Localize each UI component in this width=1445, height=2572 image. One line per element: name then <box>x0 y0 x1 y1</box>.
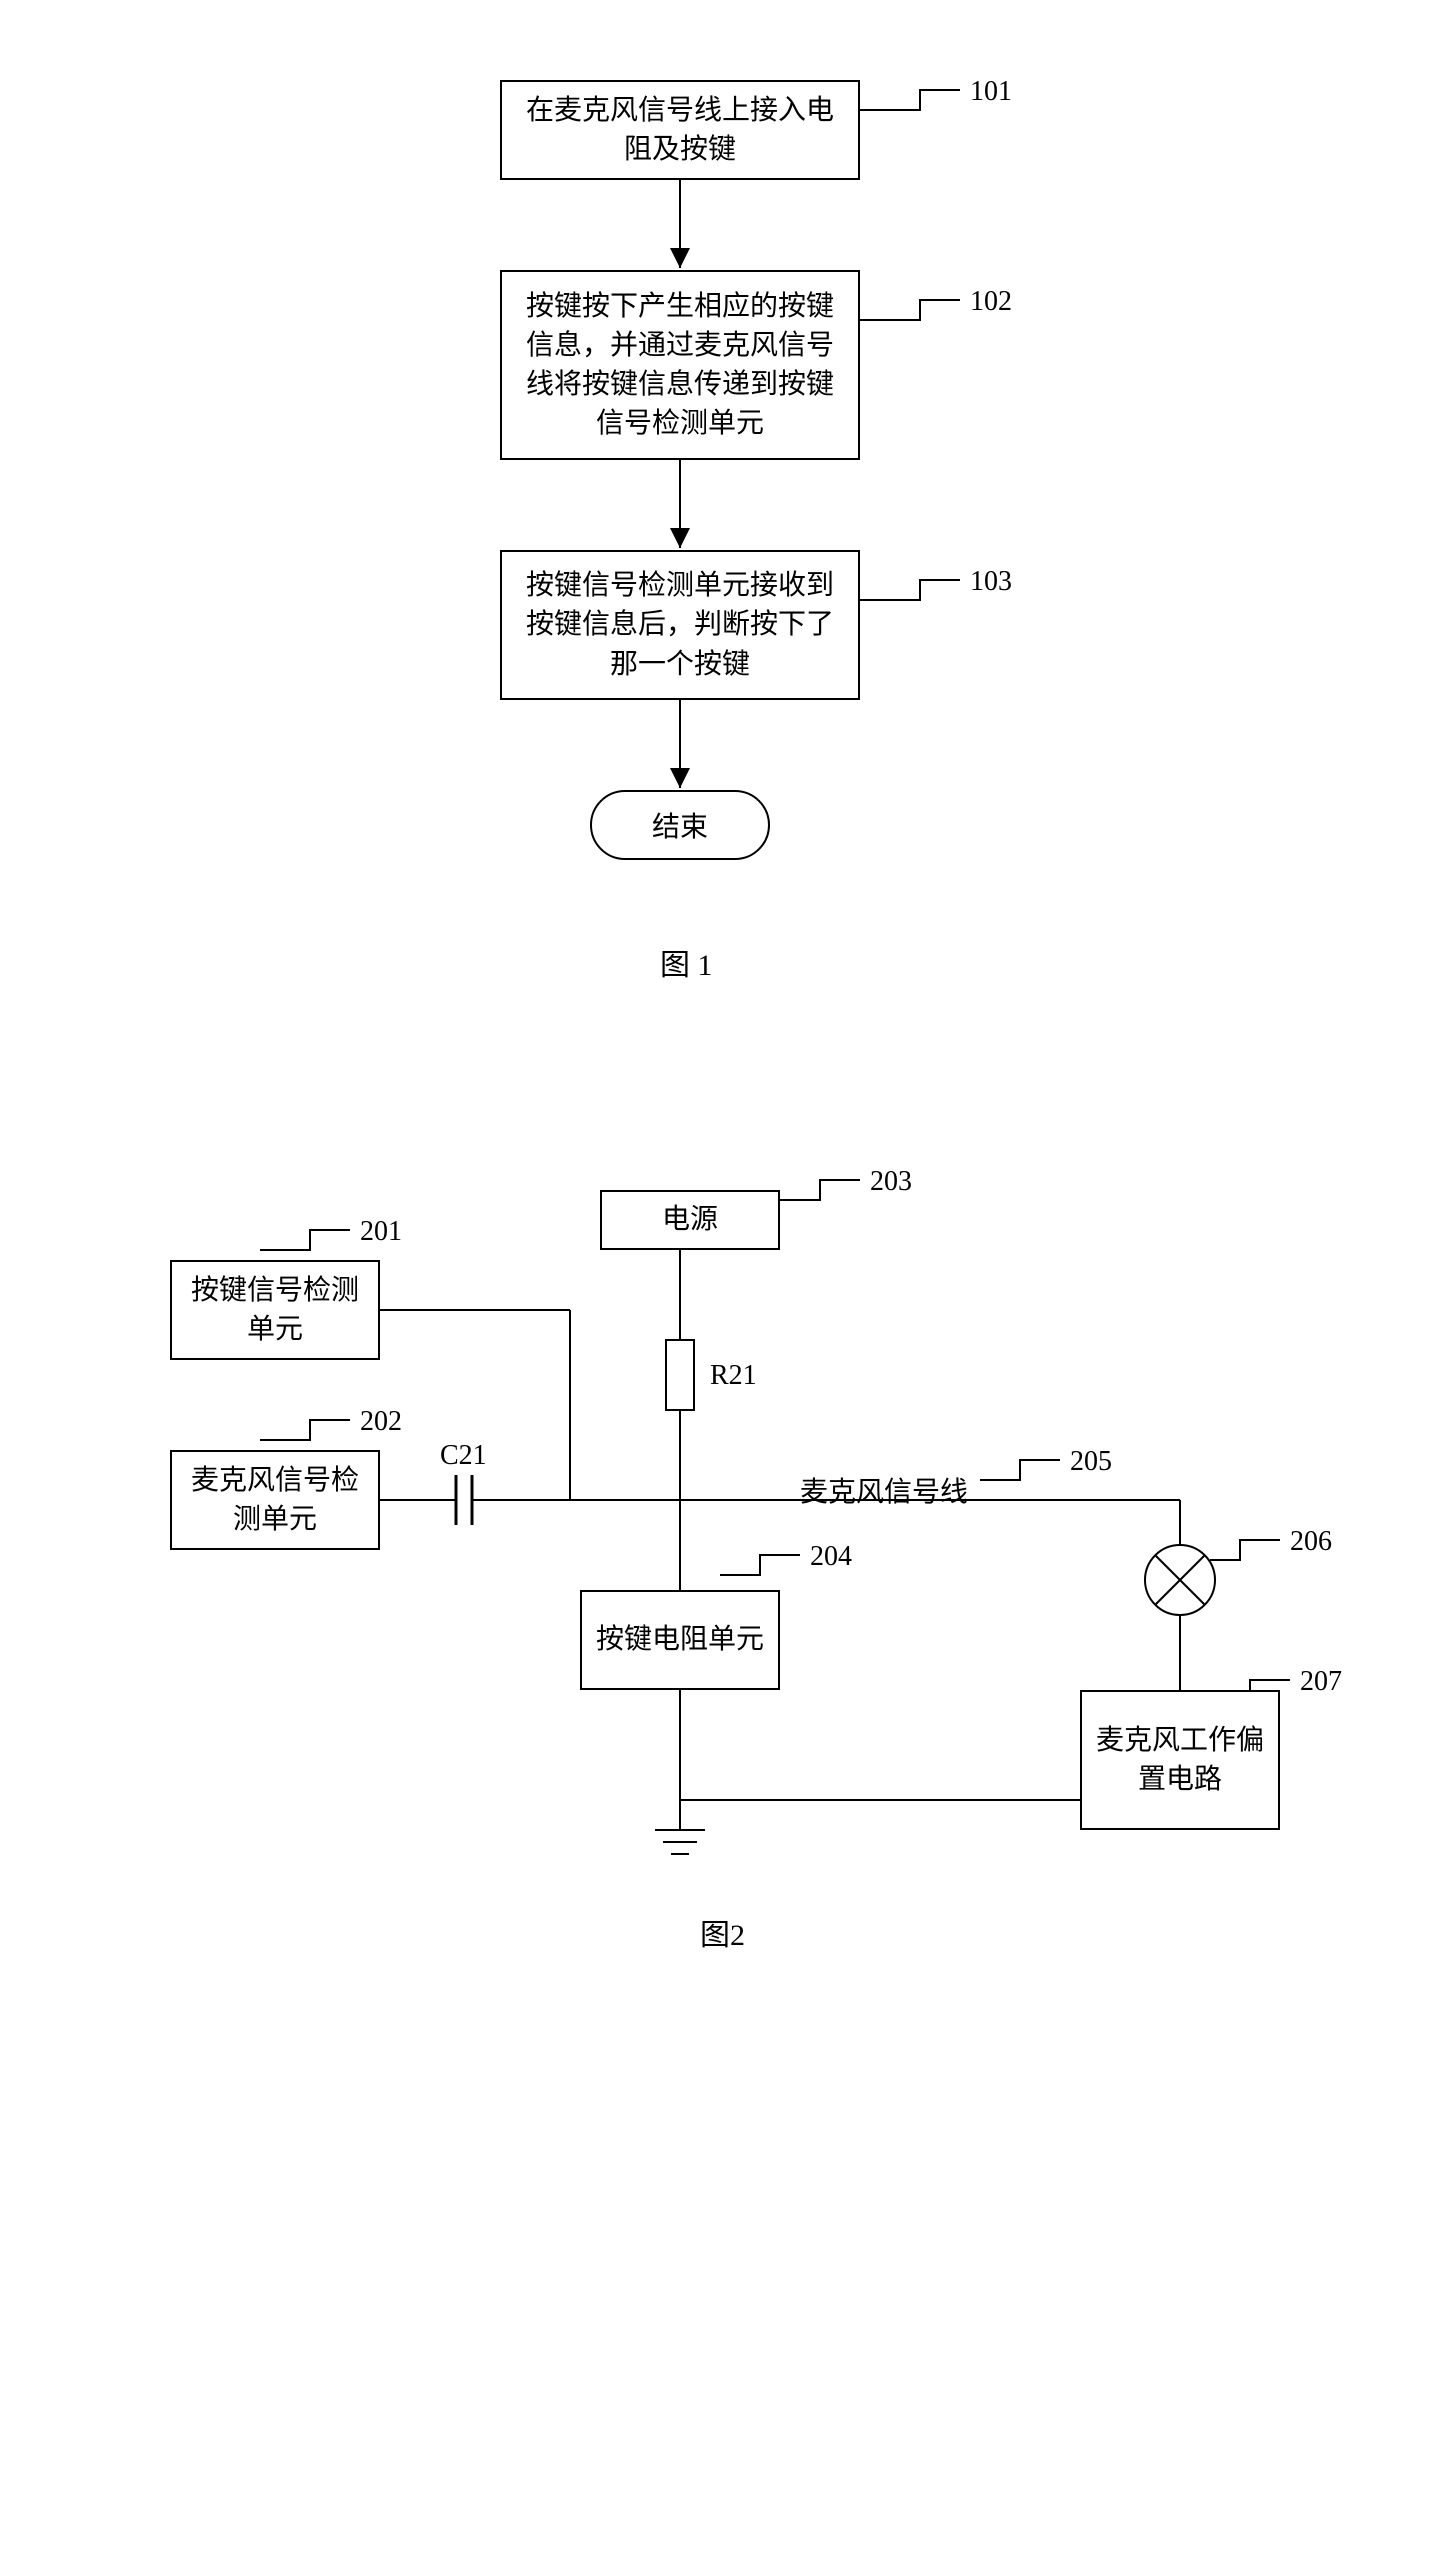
step-102-num: 102 <box>970 286 1012 318</box>
block-207-text: 麦克风工作偏置电路 <box>1094 1721 1266 1799</box>
block-204: 按键电阻单元 <box>580 1590 780 1690</box>
block-202: 麦克风信号检测单元 <box>170 1450 380 1550</box>
step-101-num: 101 <box>970 76 1012 108</box>
r21-label: R21 <box>710 1360 757 1392</box>
step-103-box: 按键信号检测单元接收到按键信息后，判断按下了那一个按键 <box>500 550 860 700</box>
block-201: 按键信号检测单元 <box>170 1260 380 1360</box>
mic-line-num: 205 <box>1070 1446 1112 1478</box>
block-201-text: 按键信号检测单元 <box>184 1271 366 1349</box>
block-204-text: 按键电阻单元 <box>596 1620 764 1659</box>
block-201-num: 201 <box>360 1216 402 1248</box>
block-203-text: 电源 <box>662 1200 718 1239</box>
fig1-lines <box>220 40 1220 1040</box>
block-207-num: 207 <box>1300 1666 1342 1698</box>
step-103-text: 按键信号检测单元接收到按键信息后，判断按下了那一个按键 <box>514 566 846 684</box>
end-text: 结束 <box>652 805 708 845</box>
figure-1: 在麦克风信号线上接入电阻及按键 101 按键按下产生相应的按键信息，并通过麦克风… <box>220 40 1220 1040</box>
block-203: 电源 <box>600 1190 780 1250</box>
fig1-caption: 图 1 <box>660 940 713 984</box>
block-203-num: 203 <box>870 1166 912 1198</box>
end-terminator: 结束 <box>590 790 770 860</box>
mic-num: 206 <box>1290 1526 1332 1558</box>
fig2-caption: 图2 <box>700 1910 745 1954</box>
mic-line-text: 麦克风信号线 <box>800 1470 968 1510</box>
c21-label: C21 <box>440 1440 487 1472</box>
block-207: 麦克风工作偏置电路 <box>1080 1690 1280 1830</box>
block-202-num: 202 <box>360 1406 402 1438</box>
block-202-text: 麦克风信号检测单元 <box>184 1461 366 1539</box>
figure-2: 按键信号检测单元 201 麦克风信号检测单元 202 电源 203 按键电阻单元… <box>100 1120 1400 2020</box>
step-103-num: 103 <box>970 566 1012 598</box>
step-101-text: 在麦克风信号线上接入电阻及按键 <box>514 91 846 169</box>
step-101-box: 在麦克风信号线上接入电阻及按键 <box>500 80 860 180</box>
fig2-lines <box>100 1120 1400 2020</box>
block-204-num: 204 <box>810 1541 852 1573</box>
step-102-box: 按键按下产生相应的按键信息，并通过麦克风信号线将按键信息传递到按键信号检测单元 <box>500 270 860 460</box>
step-102-text: 按键按下产生相应的按键信息，并通过麦克风信号线将按键信息传递到按键信号检测单元 <box>514 287 846 444</box>
